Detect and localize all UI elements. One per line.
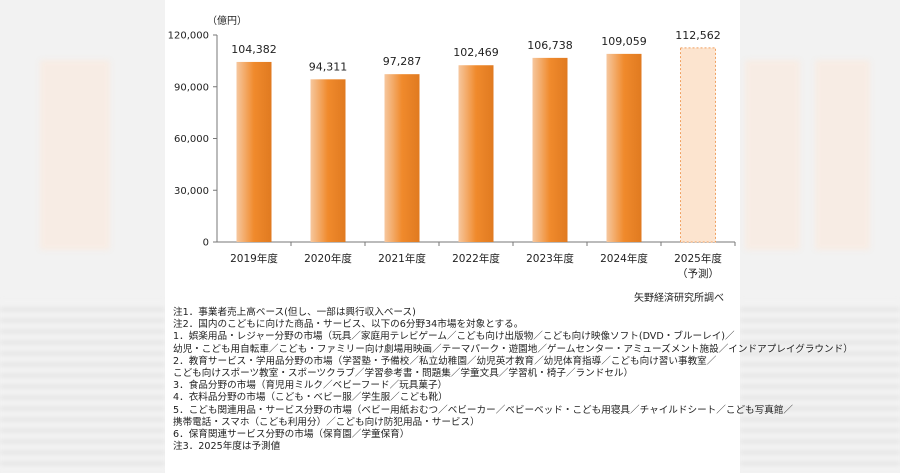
background-blur-text bbox=[740, 300, 900, 470]
y-axis-unit-label: （億円） bbox=[207, 16, 247, 27]
bar-value-label: 104,382 bbox=[231, 43, 277, 56]
note-line: こども向けスポーツ教室・スポーツクラブ／学習参考書・問題集／学童文具／学習机・椅… bbox=[173, 368, 634, 380]
y-tick-label: 30,000 bbox=[174, 186, 209, 197]
bar-chart: 0 30,000 60,000 90,000 120,000 104,382 2019年度 9… bbox=[168, 29, 736, 280]
note-line: 3．食品分野の市場（育児用ミルク／ベビーフード／玩具菓子） bbox=[173, 380, 448, 392]
x-tick-label: 2024年度 bbox=[600, 252, 648, 265]
bar bbox=[384, 74, 420, 242]
bar bbox=[458, 65, 494, 243]
note-line: 携帯電話・スマホ（こども利用分）／こども向け防犯用品・サービス） bbox=[173, 416, 480, 428]
note-line: 5．こども関連用品・サービス分野の市場（ベビー用紙おむつ／ベビーカー／ベビーベッ… bbox=[173, 404, 794, 416]
background-blur bbox=[40, 60, 110, 250]
x-tick-sublabel: （予測） bbox=[677, 267, 719, 280]
bar-value-label: 102,469 bbox=[453, 46, 499, 59]
notes-block: 注1．事業者売上高ベース(但し、一部は興行収入ベース) 注2．国内のこどもに向けた… bbox=[173, 307, 853, 453]
note-line: 2．教育サービス・学用品分野の市場（学習塾・予備校／私立幼稚園／幼児英才教育／幼… bbox=[173, 355, 717, 367]
x-tick-label: 2022年度 bbox=[452, 252, 500, 265]
background-blur bbox=[815, 60, 870, 250]
chart-panel: （億円） 0 30,000 60,000 90,000 120,000 104,382 20… bbox=[165, 0, 853, 473]
note-line: 注2．国内のこどもに向けた商品・サービス、以下の6分野34市場を対象とする。 bbox=[173, 319, 524, 331]
bar-value-label: 94,311 bbox=[309, 60, 348, 73]
bar bbox=[532, 57, 568, 242]
y-tick-label: 120,000 bbox=[168, 31, 209, 42]
note-line: 6．保育関連サービス分野の市場（保育園／学童保育） bbox=[173, 429, 410, 441]
bar-value-label: 109,059 bbox=[601, 35, 647, 48]
note-line: 注3．2025年度は予測値 bbox=[173, 441, 281, 453]
note-line: 幼児・こども用自転車／こども・ファミリー向け劇場用映画／テーマパーク・遊園地／ゲ… bbox=[173, 343, 853, 355]
note-line: 4．衣料品分野の市場（こども・ベビー服／学生服／こども靴） bbox=[173, 392, 448, 404]
background-blur bbox=[745, 60, 800, 250]
note-line: 1．娯楽用品・レジャー分野の市場（玩具／家庭用テレビゲーム／こども向け出版物／こ… bbox=[173, 331, 735, 343]
bar-forecast bbox=[680, 47, 716, 243]
x-tick-label: 2025年度 bbox=[674, 252, 722, 265]
bar bbox=[606, 53, 642, 242]
background-blur-text bbox=[0, 300, 165, 470]
y-tick-label: 60,000 bbox=[174, 134, 209, 145]
source-credit: 矢野経済研究所調べ bbox=[634, 293, 724, 304]
x-tick-label: 2023年度 bbox=[526, 252, 574, 265]
y-tick-label: 90,000 bbox=[174, 82, 209, 93]
bar bbox=[236, 61, 272, 242]
bar bbox=[310, 79, 346, 242]
x-tick-label: 2020年度 bbox=[304, 252, 352, 265]
note-line: 注1．事業者売上高ベース(但し、一部は興行収入ベース) bbox=[173, 307, 416, 318]
bar-value-label: 97,287 bbox=[383, 55, 422, 68]
x-tick-label: 2021年度 bbox=[378, 252, 426, 265]
x-tick-label: 2019年度 bbox=[230, 252, 278, 265]
bar-value-label: 106,738 bbox=[527, 39, 573, 52]
bar-value-label: 112,562 bbox=[675, 29, 721, 42]
y-tick-label: 0 bbox=[203, 238, 209, 249]
